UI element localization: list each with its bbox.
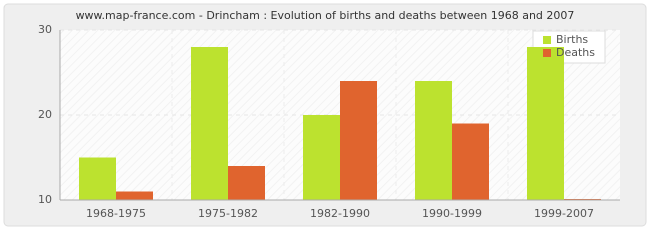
bar — [303, 115, 340, 200]
bar — [116, 191, 153, 200]
x-tick-label: 1990-1999 — [422, 207, 482, 220]
x-tick-label: 1982-1990 — [310, 207, 370, 220]
bar — [228, 166, 265, 200]
bar — [340, 81, 377, 200]
bar — [79, 157, 116, 200]
chart-title: www.map-france.com - Drincham : Evolutio… — [76, 9, 575, 22]
bar — [527, 47, 564, 200]
y-tick-label: 20 — [38, 108, 52, 121]
x-tick-label: 1968-1975 — [86, 207, 146, 220]
bar — [415, 81, 452, 200]
legend-swatch — [543, 36, 551, 44]
bar — [452, 123, 489, 200]
page: {"chart_data": {"type": "bar", "title": … — [3, 3, 647, 227]
legend-swatch — [543, 49, 551, 57]
bar — [191, 47, 228, 200]
x-tick-label: 1975-1982 — [198, 207, 258, 220]
x-tick-label: 1999-2007 — [534, 207, 594, 220]
legend-label: Deaths — [556, 46, 595, 59]
legend-label: Births — [556, 33, 588, 46]
y-tick-label: 10 — [38, 193, 52, 206]
y-tick-label: 30 — [38, 23, 52, 36]
chart: www.map-france.com - Drincham : Evolutio… — [3, 3, 647, 227]
